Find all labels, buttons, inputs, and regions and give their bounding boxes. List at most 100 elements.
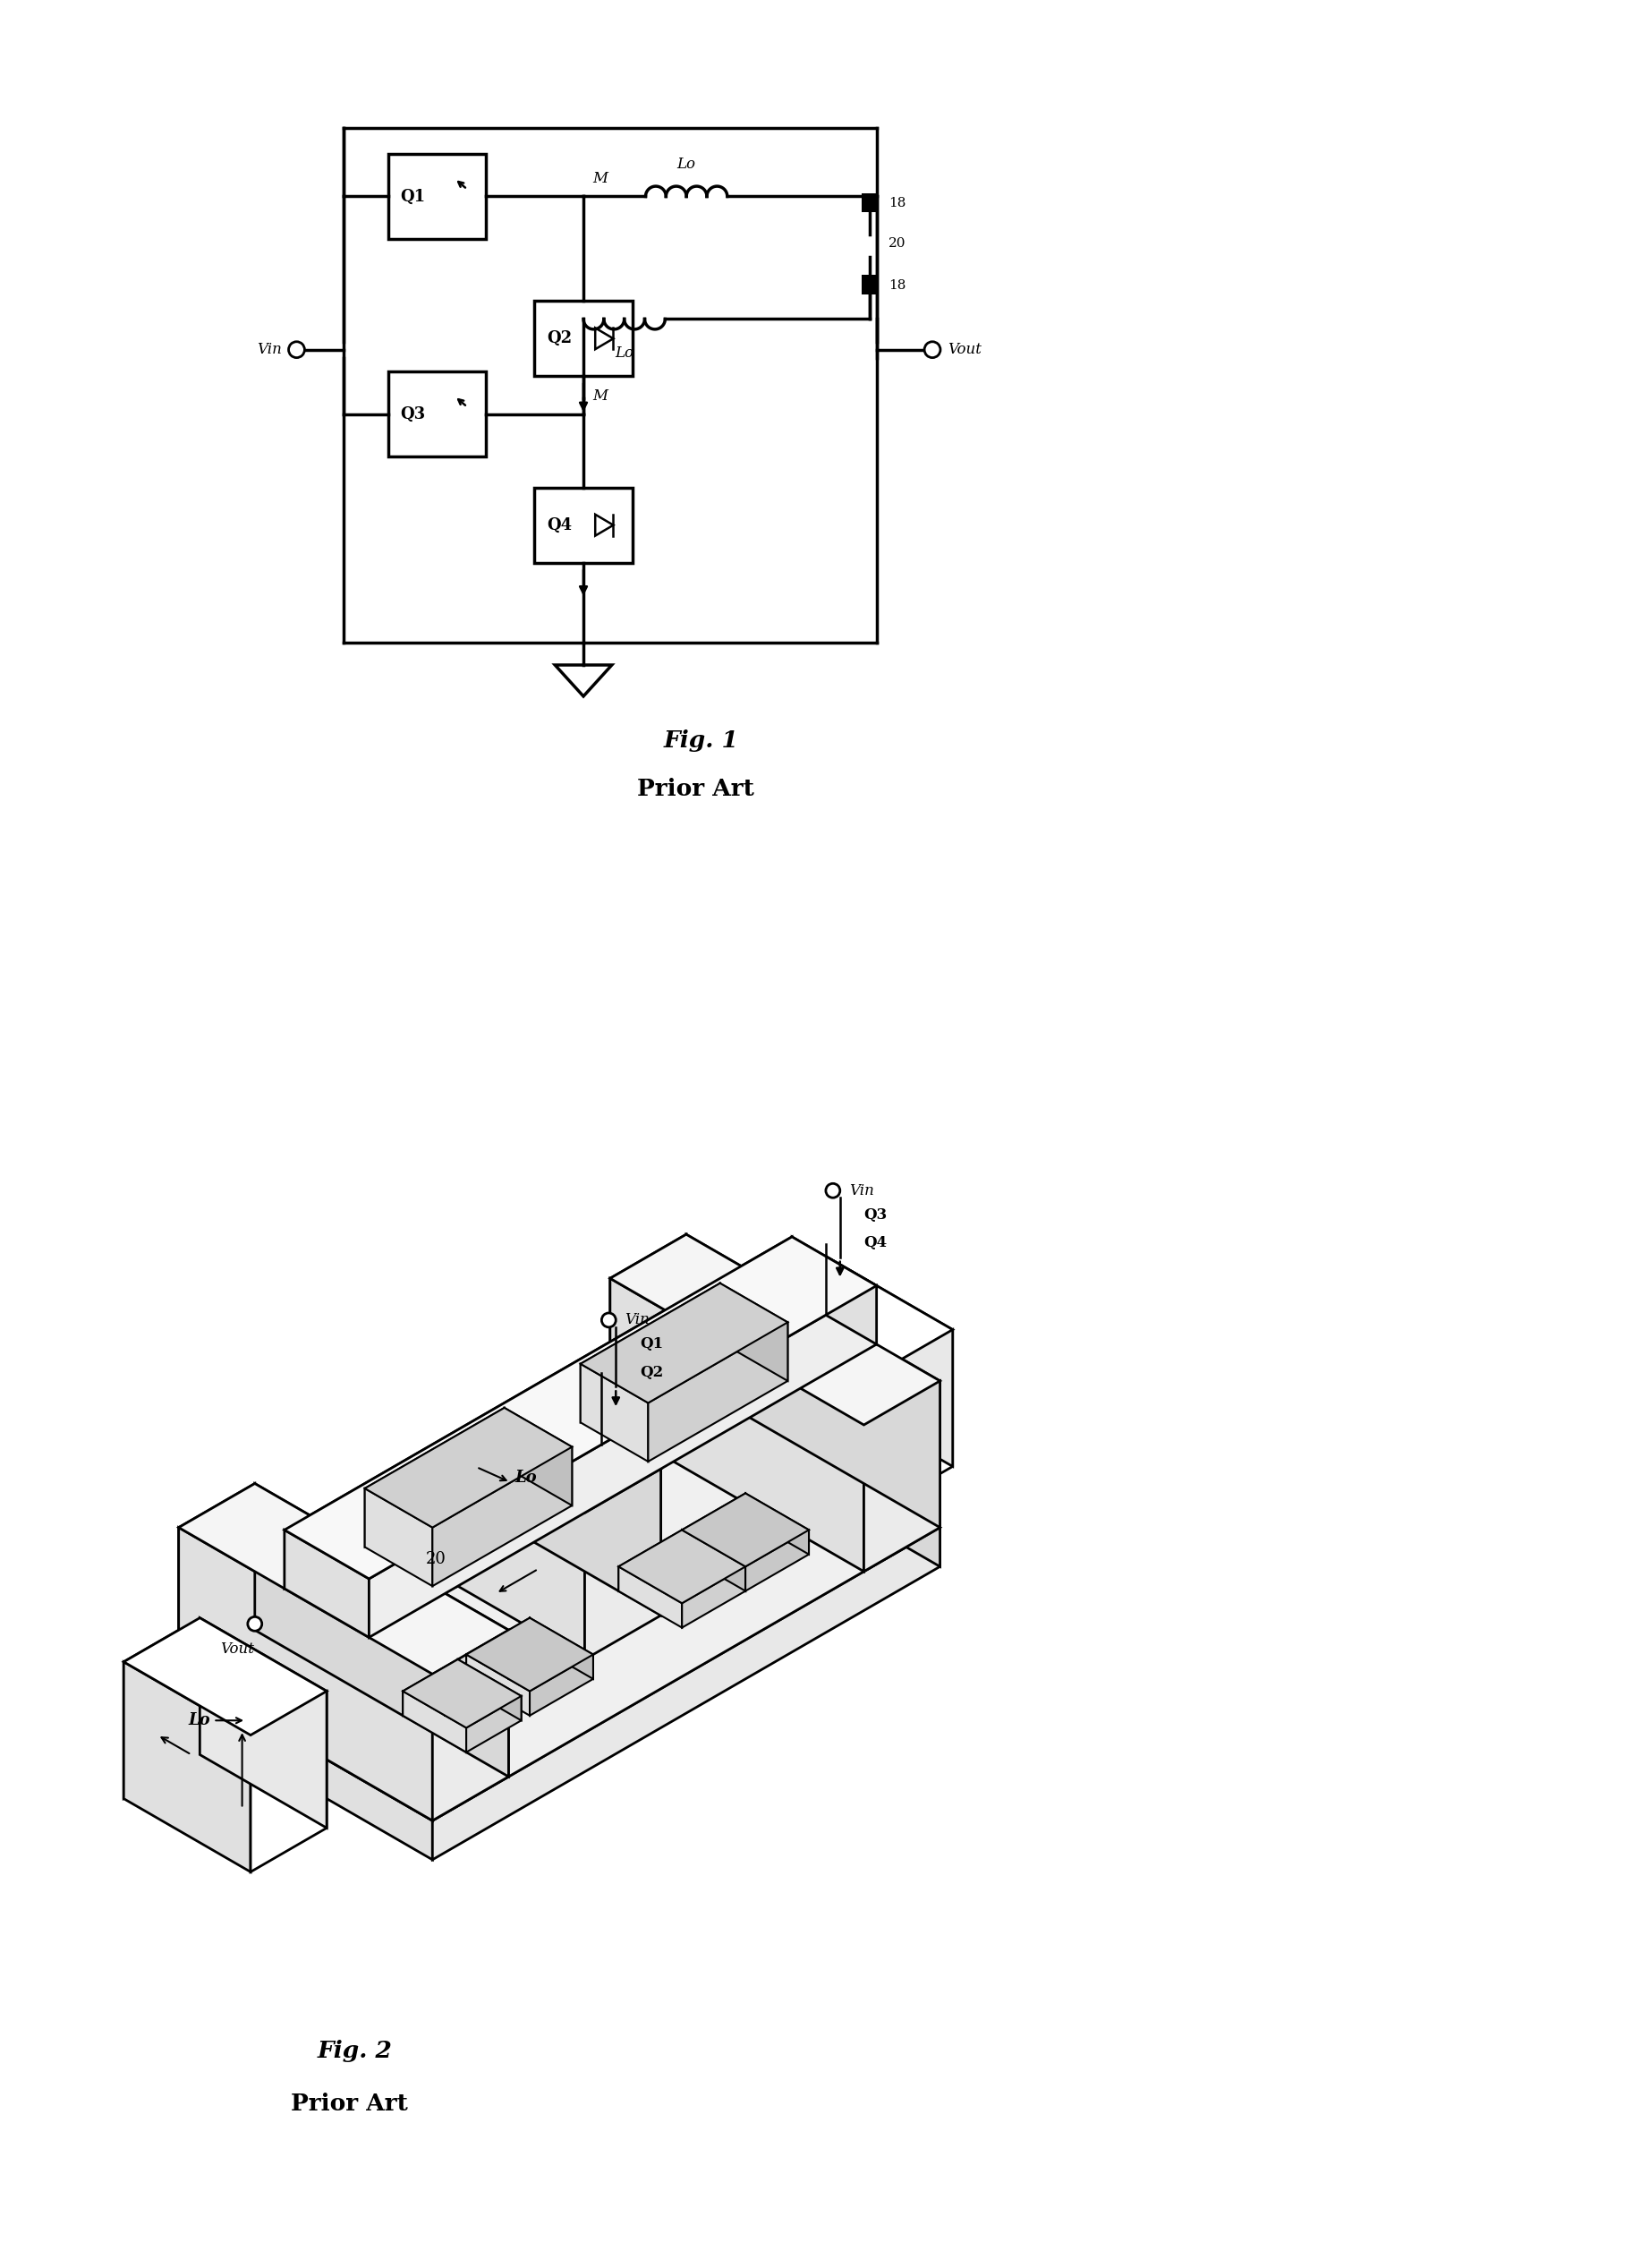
Polygon shape: [596, 329, 614, 349]
Polygon shape: [284, 1531, 369, 1637]
Text: Q2: Q2: [640, 1365, 663, 1381]
Polygon shape: [648, 1322, 788, 1461]
Polygon shape: [251, 1692, 327, 1871]
Bar: [387, 372, 486, 456]
Text: 18: 18: [889, 197, 906, 211]
Polygon shape: [825, 1256, 953, 1467]
Text: Lo: Lo: [678, 156, 696, 172]
Polygon shape: [123, 1617, 327, 1735]
Bar: [387, 154, 486, 238]
Text: 20: 20: [427, 1551, 446, 1567]
Polygon shape: [179, 1483, 254, 1674]
Text: Vin: Vin: [848, 1184, 873, 1198]
Polygon shape: [876, 1329, 953, 1510]
Circle shape: [602, 1313, 615, 1327]
Polygon shape: [369, 1286, 876, 1637]
Polygon shape: [179, 1483, 509, 1674]
Polygon shape: [619, 1531, 745, 1603]
Polygon shape: [458, 1440, 584, 1660]
Text: Vout: Vout: [220, 1642, 254, 1658]
Polygon shape: [596, 515, 614, 535]
Text: Q3: Q3: [863, 1207, 888, 1222]
Polygon shape: [686, 1381, 940, 1567]
Polygon shape: [504, 1408, 573, 1506]
Polygon shape: [284, 1236, 876, 1579]
Text: Lo: Lo: [515, 1470, 537, 1486]
Polygon shape: [530, 1617, 592, 1678]
Text: Fig. 2: Fig. 2: [317, 2039, 392, 2062]
Polygon shape: [683, 1567, 745, 1628]
Polygon shape: [619, 1567, 683, 1628]
Text: Lo: Lo: [189, 1712, 210, 1728]
Polygon shape: [683, 1531, 745, 1592]
Polygon shape: [683, 1492, 809, 1567]
Text: Q1: Q1: [640, 1336, 663, 1352]
Bar: [535, 488, 632, 562]
Polygon shape: [123, 1617, 200, 1799]
Polygon shape: [466, 1696, 522, 1753]
Polygon shape: [254, 1483, 509, 1776]
Circle shape: [825, 1184, 840, 1198]
Polygon shape: [179, 1381, 686, 1712]
Polygon shape: [402, 1660, 458, 1715]
Text: Vout: Vout: [947, 342, 981, 358]
Polygon shape: [433, 1631, 509, 1821]
Text: 18: 18: [889, 279, 906, 293]
Polygon shape: [458, 1395, 661, 1513]
Polygon shape: [433, 1526, 940, 1860]
Polygon shape: [284, 1236, 793, 1588]
Polygon shape: [433, 1447, 573, 1585]
Polygon shape: [610, 1234, 686, 1424]
Polygon shape: [581, 1284, 788, 1404]
Polygon shape: [619, 1531, 683, 1592]
Text: Vin: Vin: [625, 1313, 650, 1327]
Polygon shape: [466, 1617, 530, 1678]
Text: Q2: Q2: [546, 331, 573, 347]
Polygon shape: [364, 1488, 433, 1585]
Polygon shape: [179, 1674, 433, 1860]
Polygon shape: [179, 1526, 433, 1821]
Circle shape: [924, 342, 940, 358]
Polygon shape: [683, 1531, 745, 1592]
Bar: [535, 302, 632, 376]
Circle shape: [248, 1617, 263, 1631]
Text: Q3: Q3: [400, 406, 425, 422]
Polygon shape: [584, 1470, 661, 1660]
Text: M: M: [592, 170, 607, 186]
Polygon shape: [683, 1492, 745, 1554]
Polygon shape: [745, 1492, 809, 1554]
Polygon shape: [750, 1300, 876, 1510]
Polygon shape: [793, 1236, 876, 1345]
Text: M: M: [592, 388, 607, 404]
Polygon shape: [466, 1656, 530, 1715]
Polygon shape: [179, 1381, 940, 1821]
Text: Lo: Lo: [615, 345, 633, 361]
Polygon shape: [581, 1363, 648, 1461]
Text: Prior Art: Prior Art: [290, 2093, 407, 2116]
Polygon shape: [458, 1660, 522, 1721]
Polygon shape: [364, 1408, 573, 1526]
Polygon shape: [402, 1660, 522, 1728]
Text: 20: 20: [889, 238, 906, 249]
Bar: [862, 193, 878, 213]
Circle shape: [289, 342, 305, 358]
Text: Q4: Q4: [863, 1236, 888, 1250]
Polygon shape: [123, 1662, 251, 1871]
Polygon shape: [581, 1284, 720, 1422]
Polygon shape: [458, 1395, 533, 1585]
Text: Fig. 1: Fig. 1: [663, 730, 738, 751]
Text: Vin: Vin: [256, 342, 282, 358]
Polygon shape: [364, 1408, 504, 1547]
Polygon shape: [610, 1279, 863, 1572]
Polygon shape: [686, 1234, 940, 1526]
Polygon shape: [863, 1381, 940, 1572]
Text: Q1: Q1: [400, 188, 425, 204]
Polygon shape: [720, 1284, 788, 1381]
Polygon shape: [555, 665, 612, 696]
Polygon shape: [200, 1617, 327, 1828]
Text: Q4: Q4: [546, 517, 573, 533]
Polygon shape: [533, 1395, 661, 1615]
Polygon shape: [402, 1692, 466, 1753]
Polygon shape: [750, 1256, 953, 1374]
Text: Prior Art: Prior Art: [637, 778, 753, 801]
